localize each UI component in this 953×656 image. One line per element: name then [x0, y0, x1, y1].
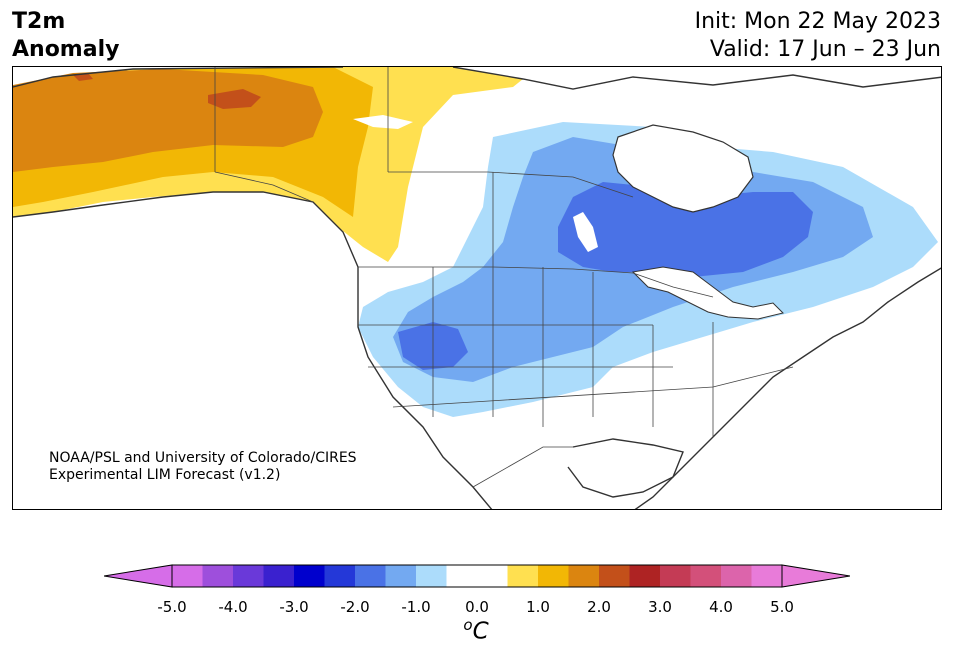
map-title: T2m Anomaly — [12, 8, 119, 64]
warm-anomaly-peak — [208, 89, 261, 109]
unit-label: oC — [463, 616, 488, 645]
pacific-ocean — [13, 192, 492, 509]
colorbar-segment — [477, 565, 508, 587]
colorbar-over-arrow — [781, 564, 850, 588]
colorbar-tick-label: -4.0 — [218, 598, 248, 616]
gulf-of-mexico — [568, 439, 683, 497]
colorbar-segment — [233, 565, 264, 587]
unit-degree: o — [463, 616, 473, 634]
colorbar-segment — [263, 565, 295, 587]
colorbar-segment — [446, 565, 478, 587]
credit-line-2: Experimental LIM Forecast (v1.2) — [49, 467, 281, 483]
great-bear-lake — [353, 115, 413, 129]
title-line-1: T2m — [12, 9, 66, 34]
colorbar-tick-label: 5.0 — [770, 598, 794, 616]
forecast-dates: Init: Mon 22 May 2023 Valid: 17 Jun – 23… — [695, 8, 941, 64]
colorbar-segment — [385, 565, 417, 587]
credit-line-1: NOAA/PSL and University of Colorado/CIRE… — [49, 450, 357, 466]
colorbar-segment — [294, 565, 325, 587]
colorbar-segment — [721, 565, 752, 587]
colorbar-tick-label: 1.0 — [526, 598, 550, 616]
lake-winnipeg — [573, 212, 598, 252]
colorbar-tick-label: -1.0 — [401, 598, 431, 616]
colorbar-segment — [507, 565, 539, 587]
colorbar-segment — [202, 565, 234, 587]
init-date: Init: Mon 22 May 2023 — [694, 9, 941, 34]
colorbar-tick-label: -3.0 — [279, 598, 309, 616]
great-lakes — [631, 266, 784, 320]
political-borders — [214, 67, 794, 488]
hudson-bay — [612, 124, 754, 213]
colorbar-tick-label: 2.0 — [587, 598, 611, 616]
colorbar-segment — [355, 565, 386, 587]
unit-letter: C — [472, 618, 489, 645]
colorbar — [104, 564, 850, 588]
colorbar-tick-label: -5.0 — [157, 598, 187, 616]
atlantic-ocean — [635, 268, 941, 509]
colorbar-segment — [599, 565, 630, 587]
data-credit: NOAA/PSL and University of Colorado/CIRE… — [49, 450, 357, 484]
colorbar-outline — [171, 564, 783, 588]
colorbar-tick-label: 4.0 — [709, 598, 733, 616]
colorbar-segment — [660, 565, 691, 587]
colorbar-tick-label: 0.0 — [465, 598, 489, 616]
colorbar-segment — [690, 565, 722, 587]
colorbar-segment — [751, 565, 783, 587]
title-line-2: Anomaly — [12, 37, 120, 62]
colorbar-tick-label: -2.0 — [340, 598, 370, 616]
colorbar-segment — [324, 565, 356, 587]
colorbar-segment — [629, 565, 661, 587]
colorbar-segment — [416, 565, 447, 587]
valid-date: Valid: 17 Jun – 23 Jun — [709, 37, 941, 62]
colorbar-tick-label: 3.0 — [648, 598, 672, 616]
map-canvas — [13, 67, 941, 509]
cool-anomaly-strong — [558, 182, 813, 277]
colorbar-segment — [568, 565, 600, 587]
colorbar-segment — [172, 565, 203, 587]
colorbar-under-arrow — [104, 564, 173, 588]
colorbar-segment — [538, 565, 569, 587]
anomaly-map — [12, 66, 942, 510]
